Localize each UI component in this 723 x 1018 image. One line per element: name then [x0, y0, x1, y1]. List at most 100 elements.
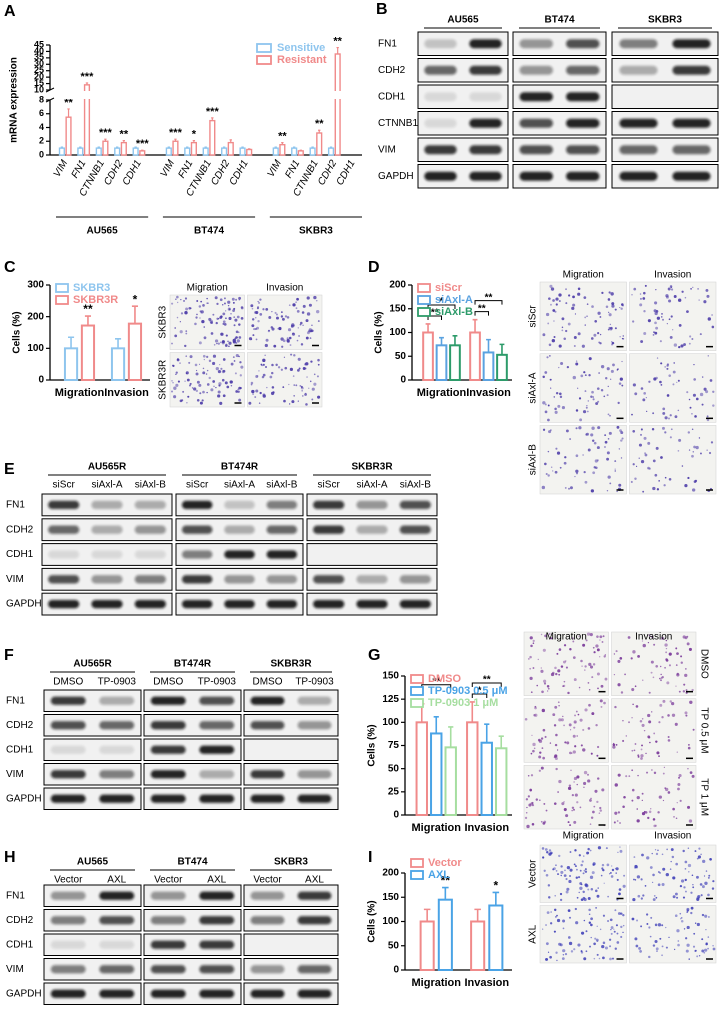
- cell-stain: [694, 850, 697, 853]
- cell-stain: [313, 382, 317, 386]
- cell-stain: [198, 305, 202, 308]
- lane-label: siAxl-A: [91, 480, 122, 491]
- cell-stain: [657, 923, 662, 927]
- cell-stain: [202, 354, 206, 358]
- cell-stain: [201, 399, 204, 402]
- cell-stain: [621, 384, 624, 387]
- cell-stain: [233, 324, 236, 327]
- cell-stain: [542, 401, 546, 405]
- cell-stain: [540, 667, 542, 669]
- y-axis-label: Cells (%): [367, 900, 378, 942]
- cell-stain: [280, 315, 284, 318]
- cell-stain: [682, 896, 686, 899]
- cell-stain: [525, 811, 528, 814]
- cell-stain: [259, 391, 262, 395]
- y-tick-label: 75: [388, 740, 400, 751]
- cell-stain: [547, 450, 550, 453]
- cell-stain: [707, 936, 710, 938]
- blot-band: [619, 171, 658, 181]
- cell-stain: [712, 390, 715, 393]
- cell-stain: [206, 302, 208, 304]
- blot-band: [672, 39, 711, 49]
- significance-bracket: [474, 311, 489, 316]
- cell-stain: [640, 925, 643, 928]
- cell-stain: [251, 318, 255, 321]
- cell-stain: [582, 728, 585, 732]
- cell-stain: [524, 717, 528, 721]
- cell-stain: [548, 896, 551, 899]
- row-label: SKBR3R: [158, 360, 169, 400]
- cell-stain: [206, 391, 208, 394]
- cell-stain: [667, 736, 670, 739]
- bar: [469, 331, 481, 381]
- cell-stain: [224, 381, 228, 385]
- cell-stain: [650, 916, 653, 919]
- blot-band: [50, 770, 86, 779]
- cell-stain: [228, 308, 231, 311]
- blot-band: [250, 696, 285, 705]
- cell-stain: [684, 868, 687, 870]
- cell-stain: [594, 319, 598, 323]
- cell-stain: [258, 301, 261, 304]
- cell-stain: [198, 363, 201, 365]
- cell-stain: [609, 918, 613, 922]
- panel-letter: D: [368, 259, 380, 276]
- y-tick-label: 150: [382, 671, 399, 682]
- cell-stain: [596, 459, 599, 462]
- cell-stain: [706, 449, 708, 451]
- cell-stain: [562, 919, 566, 923]
- blot-strip: [512, 84, 607, 109]
- cell-stain: [619, 429, 622, 433]
- cell-stain: [557, 404, 561, 408]
- blot-band: [424, 171, 457, 181]
- cell-stain: [642, 398, 646, 402]
- bar: [221, 147, 228, 156]
- cell-stain: [227, 300, 231, 304]
- lane-label: siAxl-A: [224, 480, 255, 491]
- blot-band: [297, 989, 332, 998]
- row-label: siAxl-A: [528, 372, 539, 403]
- y-tick-label: 25: [388, 786, 400, 797]
- cell-stain: [631, 413, 633, 416]
- blot-band: [224, 550, 255, 559]
- cell-stain: [660, 636, 665, 640]
- cell-stain: [580, 659, 583, 663]
- cell-stain: [311, 398, 314, 401]
- panel-letter: B: [376, 1, 388, 18]
- cell-stain: [648, 691, 651, 694]
- bar: [202, 147, 209, 156]
- y-tick-label: 2: [39, 136, 44, 146]
- cell-stain: [577, 292, 581, 296]
- cell-stain: [548, 633, 551, 635]
- cell-stain: [222, 304, 224, 306]
- cell-stain: [675, 862, 678, 866]
- significance: **: [478, 303, 486, 314]
- cell-stain: [581, 344, 585, 348]
- cell-stain: [174, 327, 177, 329]
- cell-stain: [658, 755, 660, 758]
- bar: [495, 747, 508, 817]
- cell-stain: [308, 387, 310, 389]
- cell-stain: [609, 957, 612, 961]
- cell-stain: [580, 744, 583, 747]
- cell-stain: [316, 375, 319, 378]
- cell-stain: [558, 705, 560, 707]
- cell-stain: [648, 634, 651, 637]
- cell-stain: [203, 358, 205, 361]
- cell-stain: [219, 401, 223, 405]
- cell-stain: [662, 867, 666, 871]
- cell-stain: [584, 480, 588, 484]
- cell-stain: [669, 436, 672, 439]
- cell-stain: [546, 911, 550, 914]
- cell-stain: [659, 665, 662, 668]
- y-tick-label: 10: [34, 84, 44, 94]
- cell-stain: [551, 470, 554, 472]
- cell-stain: [611, 302, 615, 306]
- cell-stain: [617, 368, 619, 371]
- cell-stain: [620, 925, 623, 929]
- cell-stain: [224, 297, 226, 300]
- cell-stain: [575, 469, 579, 473]
- cell-stain: [688, 743, 690, 746]
- cell-stain: [621, 360, 623, 363]
- lane-label: Vector: [154, 875, 183, 886]
